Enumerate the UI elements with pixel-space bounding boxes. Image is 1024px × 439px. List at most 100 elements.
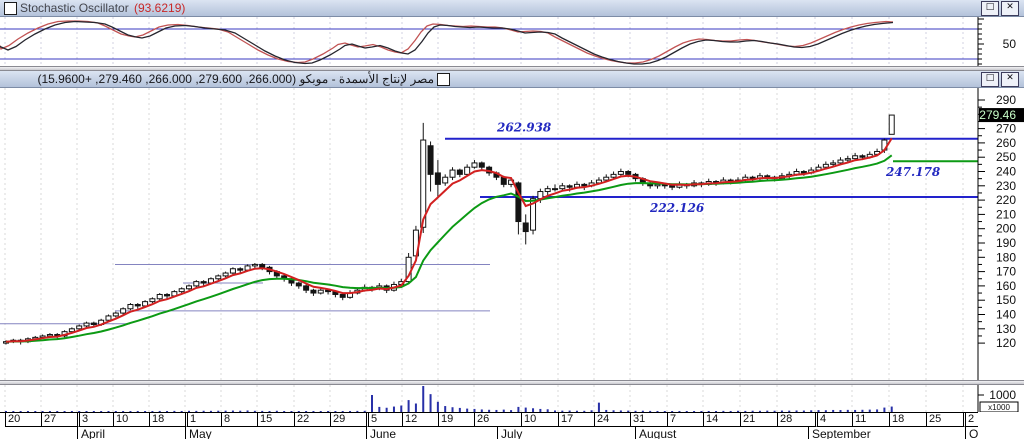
volume-bar [510,410,513,412]
week-cell: 2 [963,413,978,427]
candle-body [822,163,829,168]
candle-body [544,188,551,193]
volume-bar [414,403,417,412]
candle-body [581,183,588,187]
stochastic-panel-titlebar[interactable]: Stochastic Oscillator (93.6219) □ ✕ [0,0,1024,17]
candle-body [142,301,149,307]
candle-body [76,325,83,330]
security-ohlc-values: (266.000, 279.600, 266.000, 279.460, +15… [37,72,297,86]
price-panel-titlebar[interactable]: مصر لإنتاج الأسمدة - موبكو (266.000, 279… [0,71,1024,88]
close-icon[interactable]: ✕ [1001,1,1019,16]
volume-bar [744,410,747,412]
red-ma-line[interactable] [5,137,893,343]
maximize-icon[interactable]: □ [981,1,999,16]
volume-bar [19,411,22,412]
volume-bar [48,411,51,412]
panel-separator[interactable] [0,66,1024,71]
week-cell: 26 [474,413,521,427]
volume-bar [385,407,388,412]
candle-body [654,183,661,187]
candle-body [156,293,163,300]
volume-separator[interactable] [0,380,1024,385]
candle-body [120,308,127,314]
week-cell: 10 [521,413,558,427]
volume-bar [349,410,352,412]
volume-bar [122,411,125,412]
volume-bar [341,411,344,412]
volume-bar [209,410,212,412]
candle-body [625,171,632,175]
week-cell: 10 [113,413,149,427]
volume-bar [283,411,286,412]
volume-bar [261,410,264,412]
candle-body [449,169,456,178]
indicator-title: Stochastic Oscillator [20,1,129,15]
volume-bar [400,405,403,412]
price-tick-label: 170 [996,265,1016,279]
week-cell: 4 [815,413,852,427]
candle-body [837,159,844,164]
candlestick-price-plot[interactable]: 262.938222.126247.1782902702602502402302… [0,88,1024,380]
candle-body [530,198,537,231]
volume-bar [246,410,249,412]
month-separator [635,427,636,439]
month-label: April [81,427,106,439]
price-tick-label: 180 [996,250,1016,264]
volume-bar [297,411,300,412]
volume-bar [517,406,520,412]
price-tick-label: 270 [996,122,1016,136]
volume-bar [722,410,725,412]
volume-bar [188,410,190,412]
volume-bar [693,411,696,412]
volume-bar [861,409,864,412]
close-icon[interactable]: ✕ [1001,72,1019,87]
volume-bar [890,406,893,412]
volume-bar [554,410,556,412]
volume-axis-label: 1000 [989,388,1016,402]
volume-bar [180,410,183,412]
candle-body [844,158,851,161]
month-separator [366,427,367,439]
volume-bar [502,409,505,412]
volume-bar [436,401,439,412]
volume-bar [392,406,395,412]
candle-body [442,176,449,184]
month-label: June [370,427,397,439]
candle-body [90,322,97,326]
date-axis[interactable]: 20 27 3 10 18 1 8 15 22 29 5 12 19 26 10 17 24 31 7 14 21 28 4… [0,412,978,428]
volume-bar [100,411,103,412]
stochastic-oscillator-plot[interactable]: 50 [0,17,1024,66]
volume-bar [671,411,674,412]
price-tick-label: 200 [996,222,1016,236]
candle-body [617,171,624,175]
candle-body [149,298,156,303]
candle-body [339,293,346,298]
volume-bar [41,411,44,412]
candle-body [83,322,90,327]
candle-body [303,285,310,291]
maximize-icon[interactable]: □ [981,72,999,87]
candle-body [500,176,507,185]
candle-body [456,169,463,175]
volume-bar [488,409,491,412]
security-checkbox[interactable] [437,73,450,86]
week-cell: 25 [926,413,963,427]
volume-bar [239,410,242,412]
volume-bar [166,411,169,412]
candle-body [251,263,258,267]
trendline-price-label: 262.938 [496,121,552,135]
volume-bar [217,410,220,412]
volume-bar [26,411,29,412]
week-cell: 5 [366,413,402,427]
price-tick-label: 120 [996,336,1016,350]
volume-bar [202,410,205,412]
week-cell: 24 [594,413,630,427]
volume-bar [371,395,373,412]
indicator-checkbox[interactable] [4,2,17,15]
volume-bar [290,411,293,412]
price-tick-label: 230 [996,179,1016,193]
green-ma-line[interactable] [5,154,893,343]
week-cell: 17 [558,413,594,427]
volume-bar [780,410,783,412]
